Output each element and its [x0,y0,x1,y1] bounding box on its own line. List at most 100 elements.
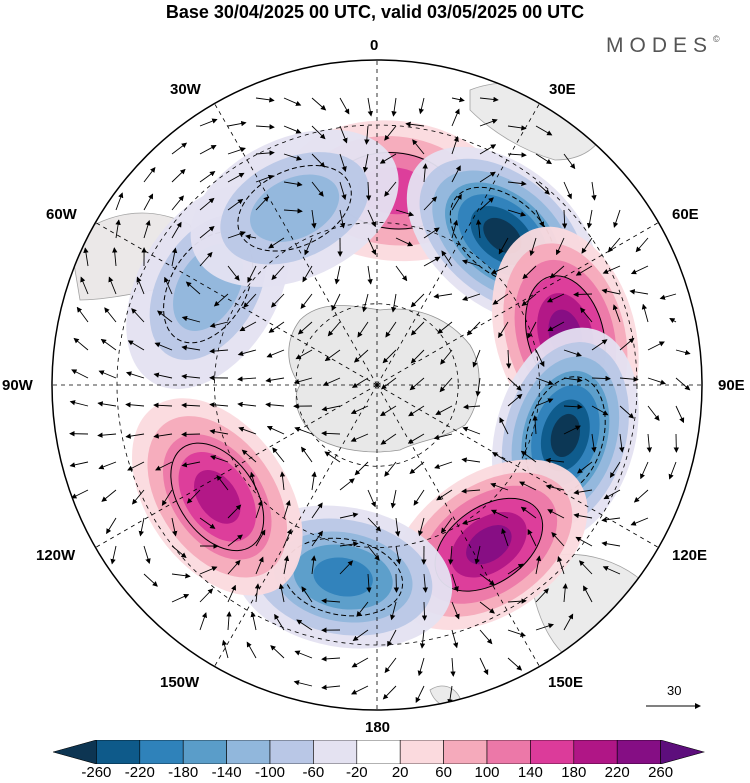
wind-arrow [423,227,440,239]
wind-arrow [577,461,593,474]
wind-arrow [125,433,145,439]
wind-arrow [434,461,453,469]
wind-arrow [73,337,89,351]
wind-arrow [321,405,341,412]
colorbar-bin [96,740,141,764]
wind-arrow [199,251,213,267]
wind-arrow [351,377,369,388]
wind-arrow [321,430,341,437]
wind-arrow [339,209,346,229]
wind-arrow [557,556,565,575]
wind-arrow [505,349,512,369]
colorbar-tick-label: 100 [474,764,500,781]
wind-arrow [293,377,313,385]
wind-arrow [545,484,565,491]
wind-arrow [265,377,285,383]
wind-arrow [301,586,313,603]
wind-arrow [350,405,369,415]
wind-arrow [321,656,341,662]
modes-logo: MODES© [606,34,720,57]
wind-arrow [573,489,593,495]
wind-arrow [440,349,453,365]
wind-arrow [310,555,317,575]
wind-arrow [501,528,509,547]
wind-arrow [311,502,323,519]
wind-arrow [451,629,459,649]
wind-arrow [181,315,201,323]
wind-arrow [110,545,117,565]
wind-arrow [535,349,545,368]
wind-arrow [250,611,257,631]
wind-arrow [164,276,173,295]
wind-arrow [283,555,290,575]
colorbar-bin [573,740,618,764]
wind-arrow [591,405,609,416]
wind-arrow [507,180,527,187]
wind-arrow [535,555,542,575]
wind-arrow [283,153,302,161]
wind-arrow [311,153,326,168]
wind-arrow [227,534,243,547]
wind-arrow [127,461,145,471]
wind-arrow [586,209,593,229]
wind-arrow [367,237,377,256]
colorbar-tick-label: -20 [345,764,368,781]
wind-arrow [613,209,621,228]
wind-arrow [474,545,481,565]
wind-arrow [171,593,190,603]
wind-arrow [97,401,117,407]
wind-arrow [379,405,397,417]
lon-label-30e: 30E [549,81,576,98]
wind-arrow [451,193,462,211]
wind-arrow [549,265,565,279]
wind-arrow [311,209,317,229]
wind-arrow [278,583,285,603]
wind-arrow [367,209,377,228]
wind-arrow [507,125,527,131]
wind-arrow [127,340,145,351]
wind-arrow [237,401,257,408]
colorbar [53,740,705,764]
wind-arrow [391,293,397,313]
wind-arrow [633,489,649,503]
wind-arrow [351,685,369,695]
wind-arrow [451,573,459,592]
wind-arrow [295,349,313,360]
wind-arrow [612,304,621,323]
wind-arrow [575,536,593,547]
wind-arrow [547,321,565,332]
wind-arrow [630,265,649,275]
wind-arrow [255,196,269,211]
wind-arrow [379,153,397,164]
wind-arrow [647,405,660,421]
wind-arrow [339,541,359,547]
colorbar-bin [313,740,358,764]
wind-arrow [274,613,285,631]
wind-arrow [143,545,151,565]
wind-arrow [601,288,621,295]
wind-arrow [409,461,425,475]
wind-arrow [339,478,355,491]
wind-arrow [227,559,241,575]
wind-arrow [490,482,509,491]
colorbar-bin [226,740,271,764]
polar-map [51,59,703,711]
wind-arrow [507,598,527,604]
wind-arrow [237,349,257,357]
wind-arrow [311,97,327,111]
wind-arrow [153,433,173,439]
wind-arrow [448,545,454,565]
lon-label-60w: 60W [46,206,77,223]
colorbar-tick-label: 220 [604,764,630,781]
wind-arrow [364,125,370,145]
colorbar-bin [616,740,661,764]
wind-arrow [339,181,347,201]
wind-arrow [186,489,201,504]
lon-label-0: 0 [370,37,379,54]
wind-arrow [461,488,481,494]
wind-arrow [479,629,493,645]
wind-arrow [412,139,425,155]
wind-arrow [268,321,285,333]
wind-arrow [143,573,158,587]
wind-arrow [199,517,216,529]
